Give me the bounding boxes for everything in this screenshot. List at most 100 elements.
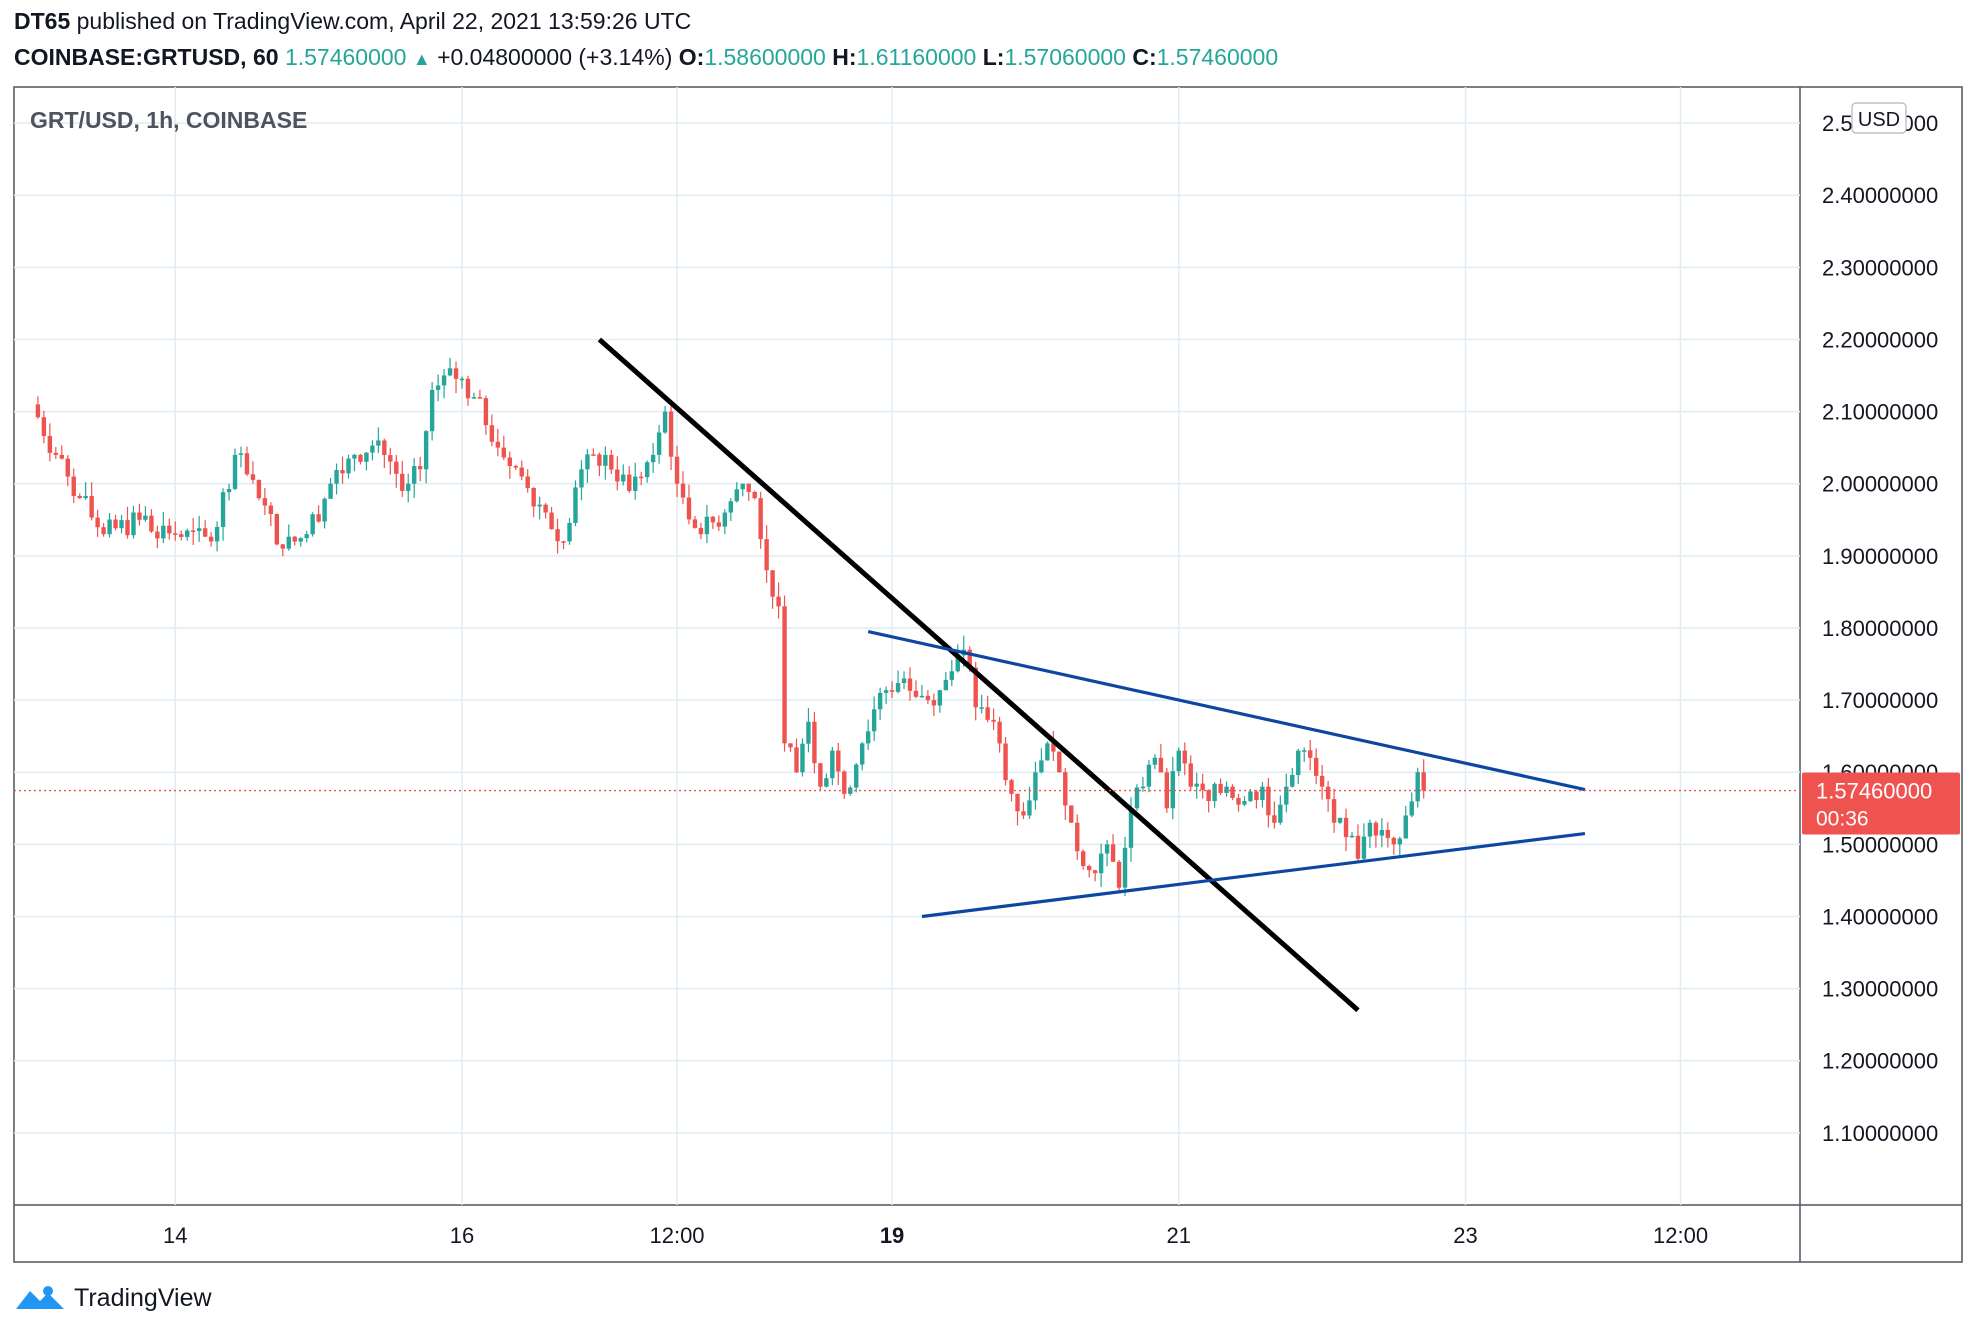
candle-body [1361, 836, 1367, 859]
candle-body [967, 649, 972, 668]
candle-body [543, 504, 548, 513]
y-tick-label: 1.80000000 [1822, 616, 1938, 641]
candle-body [985, 707, 990, 720]
candle-body [824, 778, 829, 787]
low-label: L: [982, 44, 1005, 70]
candle-body [603, 454, 608, 466]
candle-body [519, 467, 524, 477]
candle-body [185, 530, 190, 537]
candle-body [41, 417, 47, 437]
candle-body [406, 483, 411, 491]
candle-body [686, 497, 692, 520]
candle-body [1421, 772, 1426, 791]
candle-body [155, 531, 160, 539]
y-tick-label: 1.70000000 [1822, 688, 1938, 713]
high-label: H: [832, 44, 857, 70]
candle-body [877, 692, 883, 710]
up-arrow-icon: ▲ [412, 49, 431, 69]
candle-body [447, 368, 453, 376]
candle-body [740, 483, 745, 490]
candle-body [113, 519, 118, 529]
candle-body [1045, 743, 1050, 761]
candle-body [1092, 870, 1098, 874]
author-name[interactable]: DT65 [14, 8, 71, 34]
candle-body [698, 527, 704, 535]
candle-body [1325, 786, 1331, 800]
brand-name[interactable]: TradingView [74, 1283, 212, 1312]
candle-body [907, 678, 913, 691]
candle-body [310, 514, 315, 535]
candle-body [1415, 772, 1420, 802]
candle-body [722, 512, 728, 527]
candle-body [579, 469, 584, 488]
candle-body [788, 743, 793, 748]
candle-body [1284, 786, 1289, 805]
candle-body [125, 520, 130, 536]
candle-body [316, 514, 321, 522]
candle-body [1057, 751, 1062, 773]
candle-body [65, 458, 70, 477]
candle-body [1021, 811, 1026, 816]
candle-body [412, 466, 417, 484]
candle-body [1128, 808, 1134, 848]
candle-body [1206, 790, 1211, 802]
candle-body [656, 432, 662, 455]
candle-body [465, 378, 471, 399]
y-tick-label: 2.30000000 [1822, 255, 1938, 280]
candle-body [746, 483, 751, 492]
candle-body [179, 534, 184, 537]
candle-body [973, 667, 978, 708]
candle-body [836, 750, 841, 772]
candle-body [1051, 743, 1056, 752]
countdown-label: 00:36 [1816, 808, 1869, 831]
currency-label: USD [1858, 109, 1900, 131]
candle-body [226, 488, 232, 493]
candle-body [776, 596, 781, 607]
candle-body [555, 529, 560, 542]
candle-body [591, 454, 596, 456]
candle-body [382, 440, 387, 456]
candle-body [1373, 822, 1379, 836]
y-tick-label: 2.00000000 [1822, 472, 1938, 497]
candle-body [889, 690, 895, 692]
candle-body [1343, 817, 1349, 838]
candle-body [1278, 804, 1283, 823]
candle-body [459, 378, 465, 381]
candle-body [1170, 771, 1176, 809]
candle-body [298, 538, 303, 542]
candle-body [794, 747, 799, 773]
x-tick-label: 12:00 [1653, 1223, 1708, 1248]
candle-body [1122, 847, 1128, 888]
candle-body [830, 750, 835, 779]
low-value: 1.57060000 [1004, 44, 1126, 70]
candle-body [35, 404, 41, 418]
candle-body [1200, 783, 1205, 791]
candle-body [567, 522, 572, 542]
candle-body [931, 700, 937, 706]
y-tick-label: 2.40000000 [1822, 183, 1938, 208]
x-tick-label: 21 [1167, 1223, 1191, 1248]
x-tick-label: 12:00 [649, 1223, 704, 1248]
candle-body [782, 606, 787, 744]
candle-body [585, 454, 590, 470]
candle-body [1409, 801, 1414, 816]
candle-body [1212, 783, 1217, 802]
candle-body [1290, 774, 1295, 787]
candle-body [609, 454, 614, 470]
candle-body [483, 398, 489, 426]
x-tick-label: 16 [450, 1223, 474, 1248]
candle-body [806, 721, 811, 744]
candle-body [435, 385, 441, 390]
candle-body [268, 505, 274, 515]
y-tick-label: 1.20000000 [1822, 1049, 1938, 1074]
x-tick-label: 23 [1453, 1223, 1477, 1248]
candle-body [214, 526, 220, 542]
candle-body [1194, 783, 1199, 787]
candle-body [1098, 853, 1104, 874]
candle-body [1266, 786, 1271, 816]
candle-body [925, 695, 931, 701]
candle-body [190, 530, 196, 532]
symbol-label: COINBASE:GRTUSD, 60 [14, 44, 279, 70]
candle-body [101, 527, 106, 535]
